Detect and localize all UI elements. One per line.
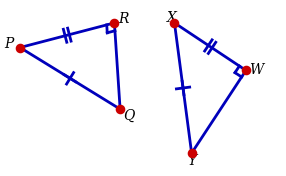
Point [112,21,117,24]
Text: Q: Q [123,109,134,123]
Text: X: X [167,11,176,25]
Text: W: W [249,63,263,77]
Point [172,21,177,24]
Text: Y: Y [187,154,196,168]
Point [244,69,248,72]
Text: R: R [118,12,128,26]
Text: P: P [4,37,13,51]
Point [18,46,22,49]
Point [189,152,194,155]
Point [118,108,122,111]
